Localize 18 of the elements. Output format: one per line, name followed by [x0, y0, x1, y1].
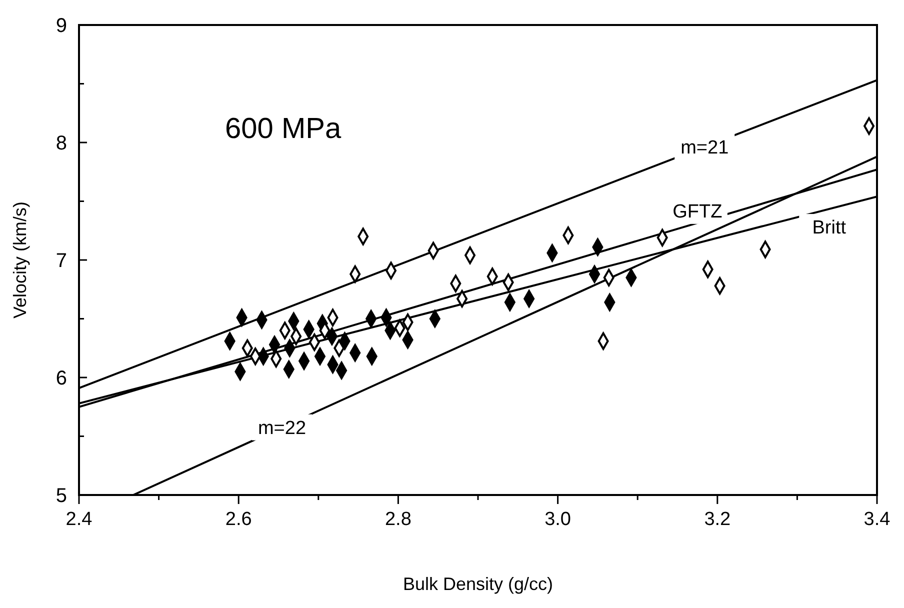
- y-tick-label: 5: [56, 485, 67, 507]
- y-tick-label: 9: [56, 15, 67, 37]
- series-label: m=22: [258, 418, 306, 439]
- series-label: GFTZ: [672, 202, 723, 223]
- series-label: Britt: [812, 218, 847, 239]
- series-label: m=21: [680, 137, 729, 158]
- x-tick-label: 2.4: [66, 509, 93, 530]
- y-tick-label: 6: [56, 368, 67, 390]
- x-tick-label: 2.6: [225, 509, 252, 530]
- y-axis-title: Velocity (km/s): [10, 201, 30, 319]
- y-tick-label: 7: [56, 250, 67, 272]
- annotation: 600 MPa: [225, 113, 342, 145]
- x-tick-label: 3.4: [864, 509, 891, 530]
- x-tick-label: 3.0: [544, 509, 572, 530]
- x-axis-title: Bulk Density (g/cc): [402, 574, 554, 594]
- x-tick-label: 3.2: [704, 509, 731, 530]
- x-tick-label: 2.8: [384, 509, 412, 530]
- y-tick-label: 8: [56, 132, 67, 154]
